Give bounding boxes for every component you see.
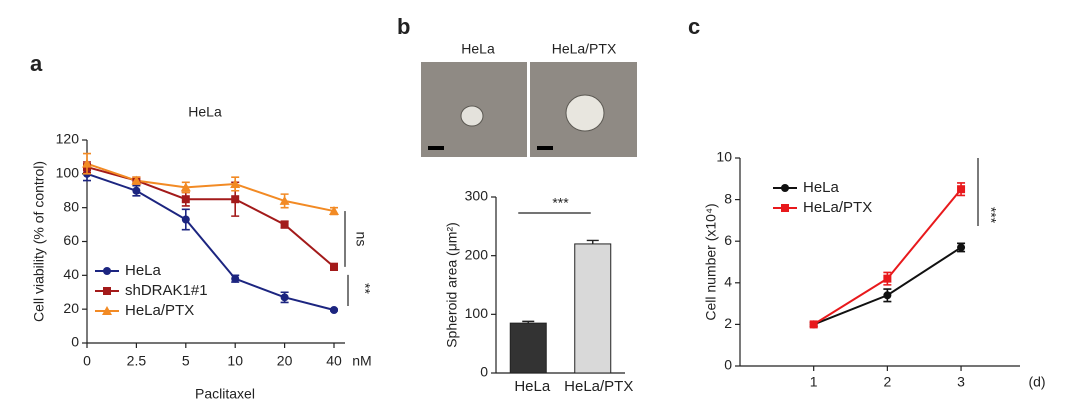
legend-label: HeLa (803, 179, 840, 196)
y-tick-label: 2 (724, 315, 732, 331)
y-tick-label: 0 (480, 364, 488, 380)
y-axis-label: Cell number (x10⁴) (703, 203, 719, 320)
y-tick-label: 4 (724, 274, 732, 290)
annotation: *** (983, 207, 999, 224)
marker (181, 215, 190, 224)
marker (230, 178, 241, 188)
y-tick-label: 120 (56, 131, 80, 147)
annotation: ns (353, 232, 369, 247)
chart-title: HeLa (188, 104, 222, 120)
x-unit: (d) (1028, 374, 1045, 390)
annotation: *** (552, 195, 569, 211)
x-tick-label: 0 (83, 353, 91, 369)
scale-bar (428, 146, 444, 150)
legend-label: HeLa (125, 262, 162, 279)
series-line (813, 246, 962, 326)
panel-label: b (397, 14, 410, 39)
panel-label: a (30, 51, 43, 76)
y-tick-label: 200 (465, 246, 489, 262)
y-tick-label: 300 (465, 188, 489, 204)
marker (181, 195, 190, 204)
marker (279, 195, 290, 205)
y-tick-label: 100 (56, 165, 80, 181)
x-tick-label: 2 (883, 374, 891, 390)
y-tick-label: 6 (724, 232, 732, 248)
x-tick-label: 2.5 (127, 353, 147, 369)
legend-label: HeLa/PTX (125, 302, 194, 319)
marker (883, 291, 892, 300)
marker (102, 306, 112, 315)
x-tick-label: 5 (182, 353, 190, 369)
marker (103, 267, 111, 275)
x-tick-label: 1 (810, 374, 818, 390)
x-tick-label: HeLa (514, 378, 551, 395)
marker (280, 220, 289, 229)
y-tick-label: 60 (63, 232, 79, 248)
legend-label: shDRAK1#1 (125, 282, 208, 299)
marker (231, 195, 240, 204)
y-tick-label: 0 (724, 357, 732, 373)
panel-label: c (688, 14, 700, 39)
image-label: HeLa/PTX (552, 41, 617, 57)
y-tick-label: 100 (465, 305, 489, 321)
image-label: HeLa (461, 41, 495, 57)
y-tick-label: 8 (724, 190, 732, 206)
y-tick-label: 40 (63, 266, 79, 282)
series-line (86, 166, 335, 268)
x-unit: nM (352, 353, 371, 369)
marker (809, 320, 818, 329)
scale-bar (537, 146, 553, 150)
marker (957, 185, 966, 194)
marker (280, 293, 289, 302)
y-tick-label: 10 (716, 149, 732, 165)
marker (957, 243, 966, 252)
bar (574, 243, 612, 374)
spheroid (460, 105, 484, 127)
y-axis-label: Spheroid area (μm²) (444, 222, 460, 348)
error-bar (586, 239, 599, 244)
marker (131, 175, 142, 185)
marker (231, 274, 240, 283)
marker (180, 182, 191, 192)
error-bar (522, 320, 535, 324)
spheroid (565, 94, 605, 132)
marker (330, 306, 338, 315)
y-tick-label: 20 (63, 300, 79, 316)
legend-label: HeLa/PTX (803, 199, 872, 216)
bar (509, 322, 547, 374)
marker (103, 287, 111, 295)
series-line (86, 162, 335, 213)
marker (330, 262, 338, 271)
series-line (86, 172, 335, 311)
marker (883, 274, 892, 283)
marker (329, 206, 339, 216)
x-tick-label: 10 (227, 353, 243, 369)
marker (132, 186, 141, 195)
x-tick-label: HeLa/PTX (564, 378, 633, 395)
marker (781, 204, 789, 212)
y-tick-label: 0 (71, 334, 79, 350)
x-tick-label: 3 (957, 374, 965, 390)
marker (781, 184, 789, 192)
y-tick-label: 80 (63, 198, 79, 214)
x-axis-label: Paclitaxel (195, 386, 255, 402)
marker (82, 158, 92, 168)
x-tick-label: 20 (277, 353, 293, 369)
annotation: ** (357, 283, 373, 294)
y-axis-label: Cell viability (% of control) (31, 161, 47, 322)
x-tick-label: 40 (326, 353, 342, 369)
